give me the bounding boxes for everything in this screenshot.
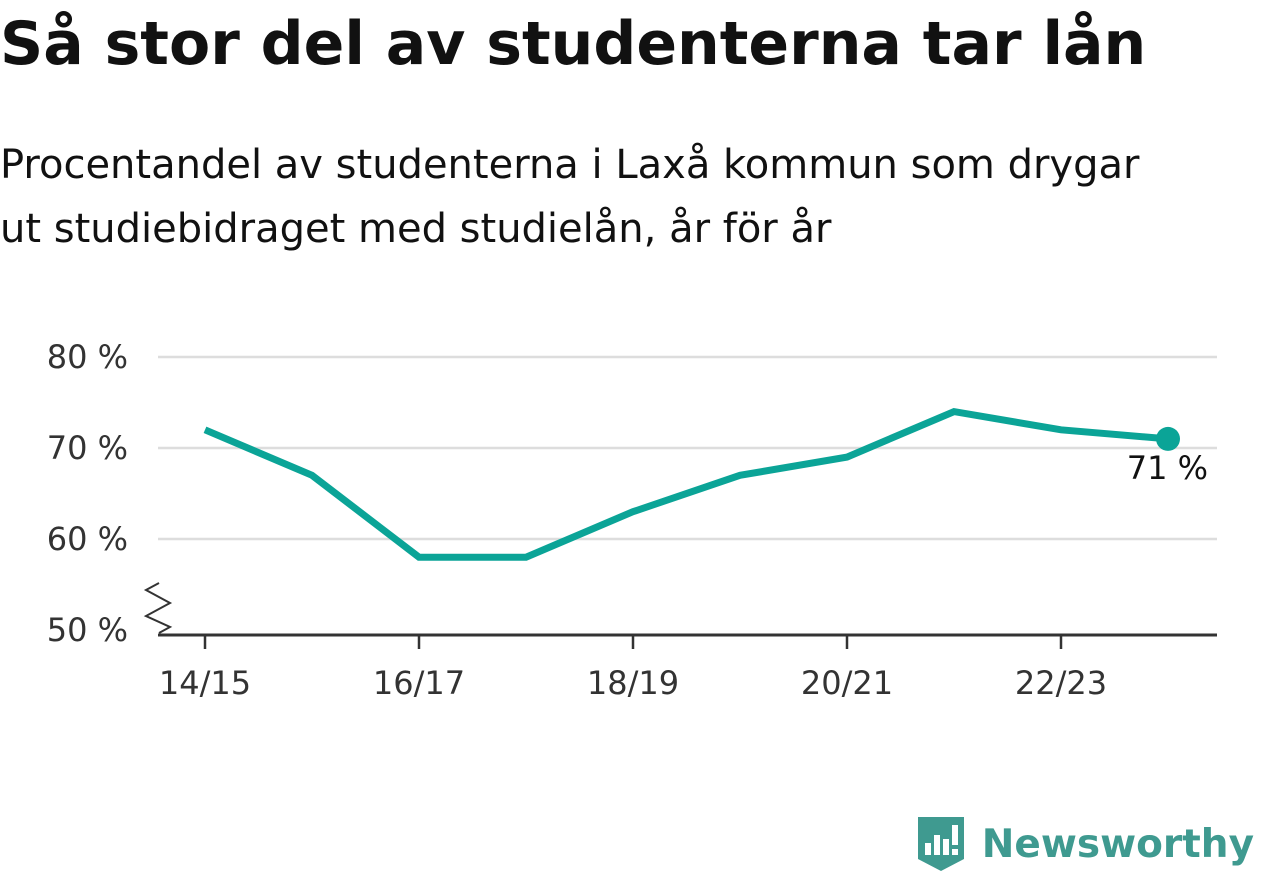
brand-name: Newsworthy bbox=[981, 821, 1254, 867]
y-tick-label: 80 % bbox=[47, 338, 128, 376]
y-axis-tick-labels: 50 % 60 % 70 % 80 % bbox=[47, 338, 128, 649]
label-layer: 71 % bbox=[1127, 449, 1208, 487]
y-tick-label: 60 % bbox=[47, 520, 128, 558]
series-line bbox=[203, 407, 1169, 561]
y-tick-label: 50 % bbox=[47, 611, 128, 649]
y-axis-break-icon bbox=[143, 582, 173, 634]
series-layer bbox=[203, 407, 1180, 561]
chart-subtitle: Procentandel av studenterna i Laxå kommu… bbox=[0, 133, 1262, 261]
subtitle-line-2: ut studiebidraget med studielån, år för … bbox=[0, 206, 832, 252]
grid-lines bbox=[158, 355, 1217, 541]
newsworthy-brand: Newsworthy bbox=[916, 815, 1254, 873]
end-point-marker bbox=[1156, 426, 1180, 451]
x-tick-label: 22/23 bbox=[1015, 664, 1107, 702]
x-tick-label: 14/15 bbox=[159, 664, 251, 702]
x-tick-label: 18/19 bbox=[587, 664, 679, 702]
end-value-label: 71 % bbox=[1127, 449, 1208, 487]
subtitle-line-1: Procentandel av studenterna i Laxå kommu… bbox=[0, 142, 1140, 188]
x-axis: 14/15 16/17 18/19 20/21 22/23 bbox=[143, 582, 1217, 702]
chart-title: Så stor del av studenterna tar lån bbox=[0, 9, 1147, 79]
x-tick-label: 16/17 bbox=[373, 664, 465, 702]
newsworthy-logo-icon bbox=[917, 817, 964, 871]
x-tick-label: 20/21 bbox=[801, 664, 893, 702]
y-tick-label: 70 % bbox=[47, 429, 128, 467]
